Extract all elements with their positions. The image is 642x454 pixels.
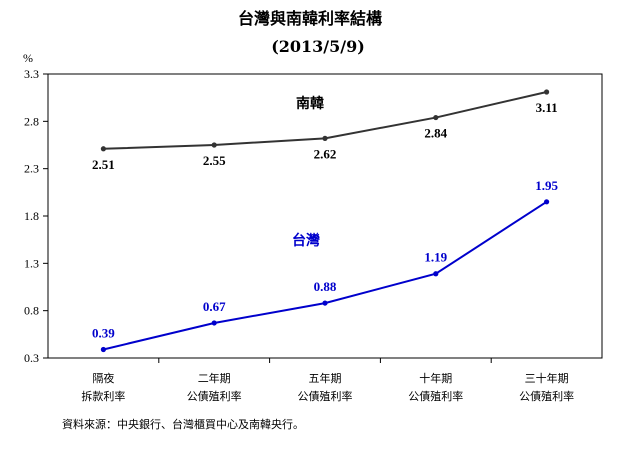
chart-title: 台灣與南韓利率結構 [238,9,382,28]
y-tick-label: 2.8 [24,114,39,128]
data-label: 1.19 [424,250,447,265]
y-tick-label: 1.8 [24,209,39,223]
data-point [544,199,550,205]
data-point [322,135,328,141]
y-axis: 3.3 2.8 2.3 1.8 1.3 0.8 0.3 [24,67,48,365]
x-category-label: 三十年期 [525,371,569,385]
data-point [433,114,439,121]
x-category-label: 隔夜 [92,371,114,385]
data-label: 0.39 [92,325,115,340]
x-category-label: 二年期 [198,371,231,385]
y-tick-label: 0.8 [24,304,39,318]
data-label: 2.55 [203,153,226,168]
x-category-label: 公債殖利率 [408,389,463,403]
y-tick-label: 2.3 [24,162,39,176]
y-tick-label: 1.3 [24,256,39,270]
data-point [322,300,328,306]
data-label: 1.95 [535,178,558,193]
series-label-korea: 南韓 [296,95,324,112]
data-label: 0.88 [314,279,337,294]
series-line [103,200,548,351]
x-category-label: 五年期 [309,371,342,385]
x-category-label: 十年期 [419,371,452,385]
x-category-label: 公債殖利率 [187,389,242,403]
data-point [211,142,217,148]
series-label-taiwan: 台灣 [292,232,320,249]
data-label: 3.11 [536,100,558,115]
series-group: 2.51 2.55 2.62 2.84 3.11 0.39 0.67 0.88 1.19 1.95 [92,89,558,353]
plot-frame [47,73,603,359]
chart-subtitle: (2013/5/9) [271,37,365,56]
y-axis-unit: % [23,51,33,65]
y-tick-label: 3.3 [24,67,39,81]
x-category-label: 公債殖利率 [298,389,353,403]
data-label: 2.84 [424,126,447,141]
data-point [100,346,106,353]
data-label: 2.62 [314,146,337,161]
data-label: 0.67 [203,299,226,314]
x-category-label: 拆款利率 [81,389,125,403]
x-category-label: 公債殖利率 [519,389,574,403]
source-note: 資料來源：中央銀行、台灣櫃買中心及南韓央行。 [62,417,304,431]
data-point [100,146,106,152]
data-label: 2.51 [92,157,115,172]
data-point [433,271,439,277]
data-point [211,320,217,326]
y-tick-label: 0.3 [24,351,39,365]
data-point [544,89,550,95]
